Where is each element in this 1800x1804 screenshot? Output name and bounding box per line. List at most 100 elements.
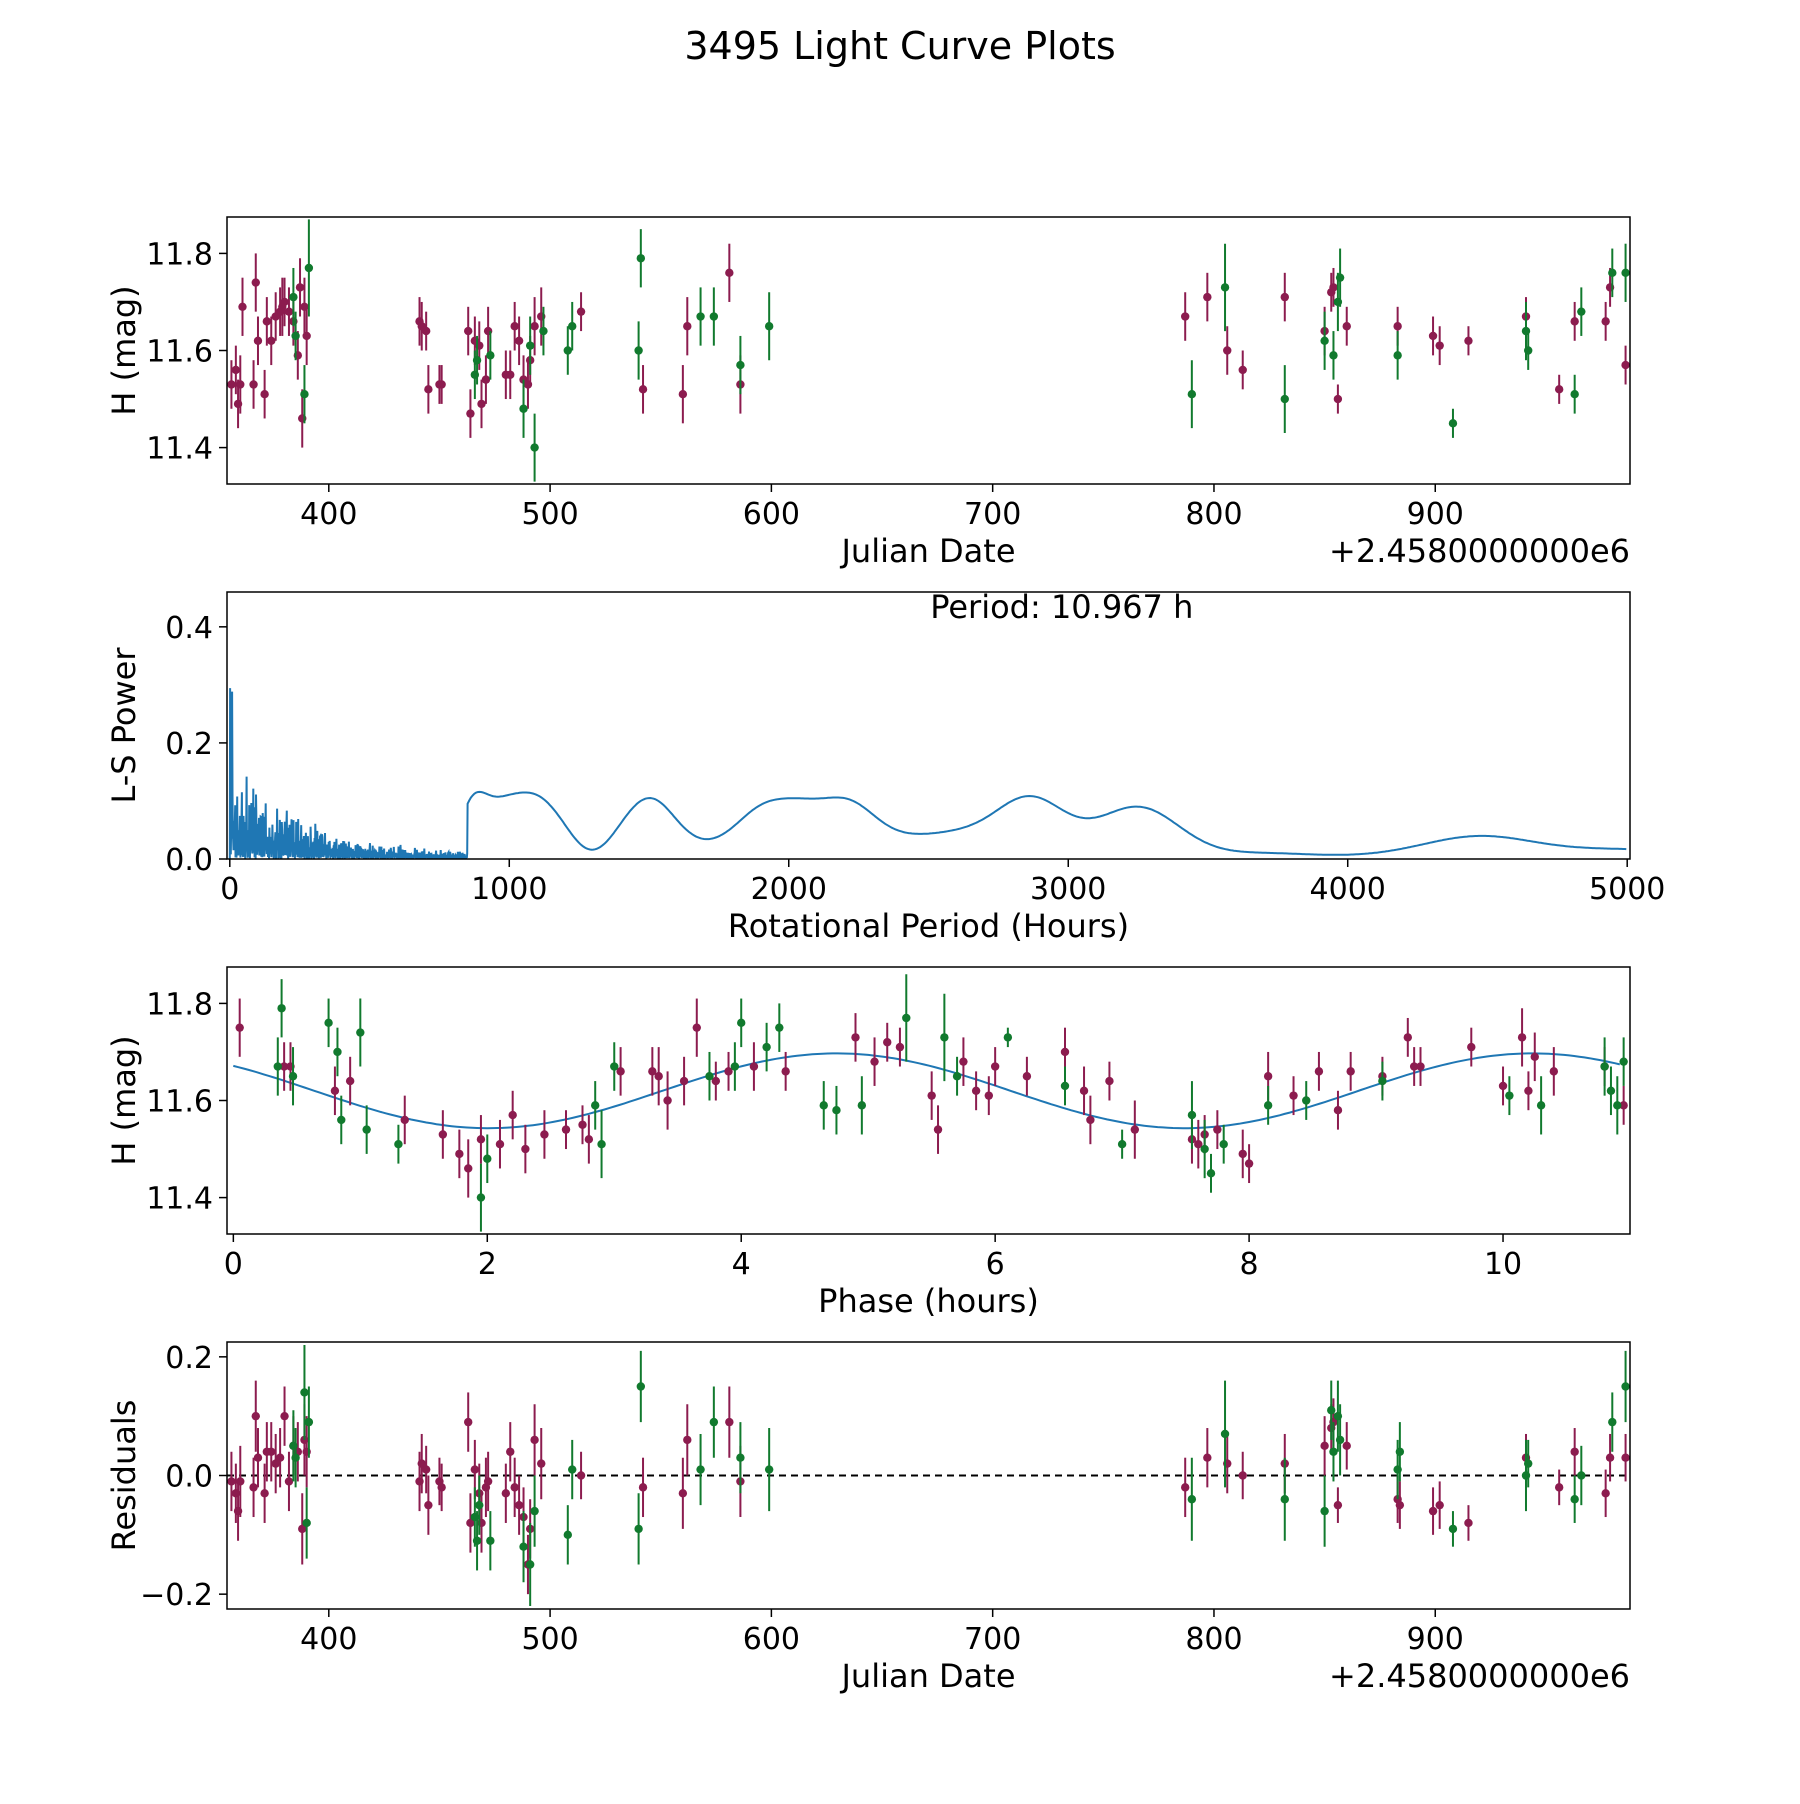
marker	[1577, 307, 1586, 316]
data-point	[610, 1042, 619, 1091]
marker	[417, 1459, 426, 1468]
data-point	[1428, 316, 1438, 356]
data-point	[1060, 1066, 1070, 1106]
data-point	[857, 1076, 867, 1135]
marker	[711, 1076, 721, 1086]
data-point	[277, 979, 286, 1038]
x-tick-label: 0	[220, 872, 239, 907]
marker	[1554, 385, 1564, 394]
data-point	[971, 1071, 981, 1111]
marker	[510, 1483, 519, 1492]
data-point	[1238, 350, 1247, 390]
marker	[483, 1477, 493, 1486]
data-point	[1187, 360, 1197, 429]
series-filter-b	[289, 219, 1630, 482]
data-point	[260, 1463, 269, 1523]
marker	[764, 1465, 774, 1474]
marker	[1601, 1489, 1610, 1498]
data-point	[648, 1047, 657, 1096]
data-point	[330, 1066, 340, 1116]
marker	[288, 1072, 298, 1081]
data-point	[711, 1061, 721, 1101]
marker	[501, 1489, 511, 1498]
marker	[284, 307, 294, 316]
data-point	[1378, 1061, 1387, 1101]
marker	[636, 1382, 646, 1391]
data-point	[1280, 1457, 1289, 1541]
data-point	[736, 1422, 745, 1494]
marker	[1219, 1139, 1228, 1149]
marker	[304, 1417, 314, 1427]
marker	[333, 1047, 342, 1057]
marker	[362, 1125, 371, 1134]
marker	[895, 1042, 905, 1052]
marker	[1378, 1076, 1387, 1086]
data-point	[1605, 1433, 1615, 1482]
marker	[525, 1560, 535, 1569]
marker	[1601, 317, 1610, 326]
data-point	[636, 229, 646, 288]
data-point	[227, 1451, 236, 1512]
data-point	[260, 369, 269, 419]
data-point	[1435, 1481, 1444, 1529]
marker	[1428, 331, 1438, 341]
marker	[1213, 1125, 1222, 1134]
marker	[933, 1125, 943, 1134]
marker	[1536, 1101, 1546, 1110]
marker	[762, 1042, 771, 1052]
marker	[356, 1028, 365, 1037]
data-point	[1320, 1416, 1329, 1476]
marker	[1435, 1500, 1444, 1510]
data-point	[400, 1095, 409, 1145]
data-point	[678, 365, 688, 424]
series-filter-a	[227, 243, 1630, 448]
marker	[636, 254, 646, 263]
marker	[1621, 268, 1630, 278]
data-point	[510, 301, 519, 351]
x-tick-label: 8	[1240, 1247, 1259, 1282]
marker	[1524, 346, 1533, 355]
data-point	[1601, 1469, 1610, 1518]
data-point	[483, 1451, 493, 1512]
y-tick-label: 0.0	[165, 1460, 213, 1495]
marker	[1238, 365, 1247, 375]
marker	[736, 360, 745, 370]
data-point	[510, 1457, 519, 1518]
marker	[227, 380, 236, 389]
residuals-data	[227, 1344, 1630, 1607]
panel-residuals: 400 500 600 700 800 900 −0.2 0.0 0.2 Julian Date R…	[105, 1341, 1631, 1695]
marker	[1280, 292, 1289, 302]
data-point	[561, 1110, 571, 1150]
data-point	[870, 1037, 879, 1086]
data-point	[1428, 1487, 1438, 1535]
x-tick-label: 700	[964, 497, 1021, 532]
series-filter-b	[273, 974, 1628, 1232]
x-tick-label: 700	[964, 1622, 1021, 1657]
data-point	[1570, 1428, 1579, 1476]
marker	[260, 389, 269, 399]
data-point	[952, 1056, 962, 1096]
marker	[227, 1477, 236, 1486]
data-point	[1530, 1032, 1539, 1082]
marker	[1464, 336, 1473, 345]
marker	[508, 1110, 517, 1120]
marker	[1467, 1042, 1476, 1052]
data-point	[466, 389, 475, 438]
marker	[1220, 283, 1230, 292]
x-tick-label: 800	[1185, 497, 1242, 532]
data-point	[481, 355, 491, 404]
data-point	[737, 998, 746, 1048]
x-tick-label: 1000	[471, 872, 547, 907]
marker	[1244, 1159, 1254, 1168]
data-point	[634, 321, 643, 380]
data-point	[1403, 1017, 1413, 1057]
data-point	[584, 1115, 594, 1164]
data-point	[519, 1511, 528, 1583]
marker	[1608, 268, 1617, 278]
data-point	[1613, 1076, 1622, 1135]
data-point	[1577, 1445, 1586, 1506]
data-point	[1314, 1051, 1324, 1091]
marker	[260, 1489, 269, 1498]
data-point	[253, 316, 263, 366]
data-point	[1220, 1380, 1230, 1488]
